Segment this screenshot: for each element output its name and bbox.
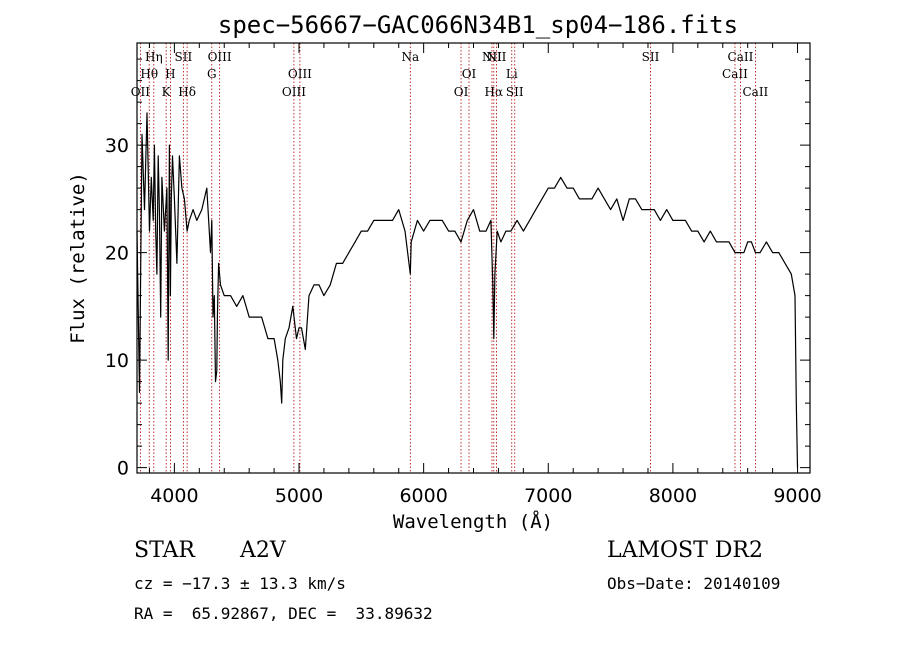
spectral-line-markers: OIIHθHηKHSIIHδGOIIIOIIIOIIINaOIOINIIHαNI… — [131, 43, 769, 473]
spectral-line-label: Hη — [145, 50, 163, 64]
spectral-line-label: OIII — [282, 85, 306, 99]
axis-ticks: 4000 5000 6000 7000 8000 9000 0 10 20 30 — [105, 43, 822, 507]
y-tick-label: 30 — [105, 135, 129, 157]
spectral-subclass: A2V — [240, 538, 286, 563]
x-tick-label: 6000 — [399, 485, 447, 507]
spectral-line-label: Li — [506, 67, 518, 81]
y-tick-label: 20 — [105, 243, 129, 265]
spectral-line-label: OII — [131, 85, 151, 99]
plot-frame — [136, 42, 811, 474]
spectral-line-label: CaII — [722, 67, 748, 81]
spectral-line-label: Hδ — [178, 85, 196, 99]
spectral-line-label: K — [162, 85, 172, 99]
spectral-line-label: NII — [486, 50, 506, 64]
spectral-line-label: OIII — [288, 67, 312, 81]
spectral-line-label: G — [207, 67, 217, 81]
chart-title: spec−56667−GAC066N34B1_sp04−186.fits — [218, 11, 738, 39]
x-tick-label: 9000 — [773, 485, 821, 507]
y-tick-label: 0 — [117, 458, 129, 480]
spectral-line-label: OI — [454, 85, 469, 99]
x-axis-label: Wavelength (Å) — [393, 510, 553, 533]
x-tick-label: 5000 — [275, 485, 323, 507]
spectral-line-label: H — [165, 67, 175, 81]
y-axis-label: Flux (relative) — [67, 172, 89, 344]
spectral-line-label: CaII — [742, 85, 768, 99]
spectral-line-label: NII — [482, 50, 502, 64]
spectral-line-label: SII — [506, 85, 524, 99]
x-tick-label: 8000 — [649, 485, 697, 507]
survey-name: LAMOST DR2 — [607, 538, 763, 563]
spectral-line-label: CaII — [728, 50, 754, 64]
spectral-line-label: SII — [175, 50, 193, 64]
spectral-line-label: Hα — [485, 85, 504, 99]
redshift-velocity: cz = −17.3 ± 13.3 km/s — [134, 574, 346, 593]
observation-date: Obs−Date: 20140109 — [607, 574, 781, 593]
spectral-line-label: Hθ — [140, 67, 158, 81]
x-tick-label: 4000 — [150, 485, 198, 507]
spectrum-series-line — [136, 112, 799, 468]
spectral-line-label: OIII — [208, 50, 232, 64]
coordinates: RA = 65.92867, DEC = 33.89632 — [134, 604, 433, 623]
x-tick-label: 7000 — [524, 485, 572, 507]
spectral-line-label: SII — [642, 50, 660, 64]
object-type: STAR — [134, 538, 195, 563]
y-tick-label: 10 — [105, 350, 129, 372]
spectral-line-label: Na — [401, 50, 419, 64]
spectral-line-label: OI — [462, 67, 477, 81]
